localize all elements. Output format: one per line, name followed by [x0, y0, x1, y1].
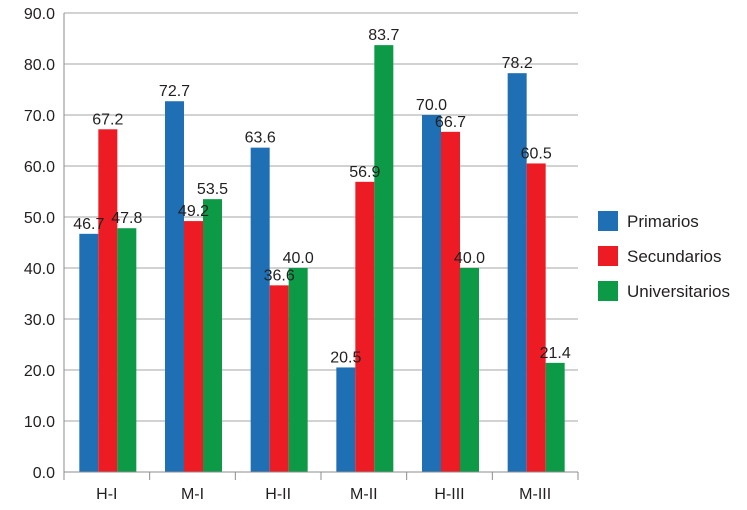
data-label: 47.8 [111, 210, 142, 227]
data-label: 40.0 [454, 250, 485, 267]
data-label: 67.2 [92, 111, 123, 128]
x-category-label: H-II [265, 486, 291, 503]
grid-lines [64, 12, 578, 422]
legend-label: Secundarios [627, 247, 722, 266]
y-tick-label: 10.0 [24, 414, 55, 431]
y-tick-label: 90.0 [24, 6, 55, 23]
x-category-label: H-III [434, 486, 464, 503]
bar-universitarios [545, 362, 565, 472]
y-tick-label: 20.0 [24, 363, 55, 380]
y-axis-ticks: 0.0 10.0 20.0 30.0 40.0 50.0 60.0 70.0 80.0 90.0 [24, 6, 55, 482]
data-label: 56.9 [349, 164, 380, 181]
bar-secundarios [184, 221, 203, 472]
x-category-label: M-III [519, 486, 551, 503]
data-label: 36.6 [264, 267, 295, 284]
data-label: 66.7 [435, 114, 466, 131]
bar-secundarios [526, 163, 546, 472]
bar-universitarios [203, 199, 222, 472]
bar-universitarios [374, 45, 394, 472]
data-label: 83.7 [368, 27, 399, 44]
legend-swatch-universitarios [598, 281, 618, 301]
legend: Primarios Secundarios Universitarios [598, 211, 730, 301]
legend-swatch-primarios [598, 211, 618, 231]
bar-primarios [79, 233, 99, 472]
legend-label: Primarios [627, 212, 699, 231]
data-label: 21.4 [540, 345, 571, 362]
bar-primarios [422, 115, 441, 472]
data-label: 72.7 [159, 83, 190, 100]
bar-universitarios [460, 268, 479, 472]
data-labels: 46.767.247.872.749.253.563.636.640.020.5… [73, 27, 571, 366]
data-label: 40.0 [283, 250, 314, 267]
data-label: 20.5 [330, 349, 361, 366]
y-tick-label: 50.0 [24, 210, 55, 227]
x-axis-labels: H-I M-I H-II M-II H-III M-III [96, 486, 551, 503]
data-label: 63.6 [245, 130, 276, 147]
legend-swatch-secundarios [598, 246, 618, 266]
y-tick-label: 0.0 [33, 465, 55, 482]
bar-primarios [336, 367, 356, 472]
x-category-label: M-II [350, 486, 378, 503]
bar-universitarios [117, 228, 137, 472]
bar-primarios [507, 73, 527, 473]
bar-secundarios [98, 129, 118, 472]
data-label: 60.5 [521, 145, 552, 162]
bar-secundarios [355, 181, 375, 472]
legend-label: Universitarios [627, 282, 730, 301]
y-tick-label: 70.0 [24, 108, 55, 125]
bar-secundarios [269, 285, 289, 472]
y-tick-label: 30.0 [24, 312, 55, 329]
y-tick-label: 80.0 [24, 57, 55, 74]
bar-universitarios [288, 268, 308, 472]
y-tick-label: 40.0 [24, 261, 55, 278]
bar-primarios [165, 101, 184, 472]
data-label: 70.0 [416, 97, 447, 114]
x-category-label: H-I [96, 486, 117, 503]
bars [79, 45, 565, 473]
x-category-label: M-I [181, 486, 204, 503]
bar-primarios [250, 147, 270, 472]
bar-secundarios [441, 131, 460, 472]
data-label: 49.2 [178, 203, 209, 220]
data-label: 53.5 [197, 181, 228, 198]
data-label: 46.7 [73, 216, 104, 233]
axes [63, 13, 579, 480]
y-tick-label: 60.0 [24, 159, 55, 176]
data-label: 78.2 [502, 55, 533, 72]
